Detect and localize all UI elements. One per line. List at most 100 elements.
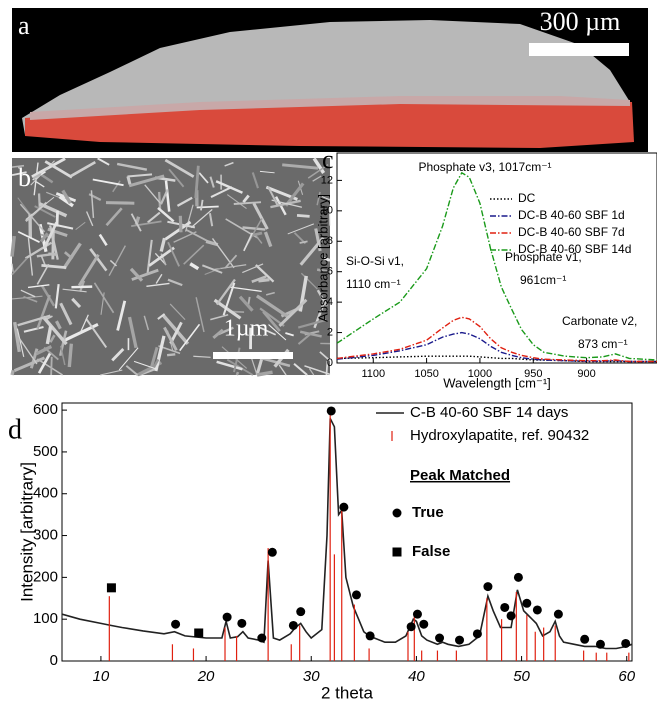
texture	[46, 191, 60, 198]
texture	[200, 199, 204, 211]
texture	[49, 334, 56, 343]
texture	[19, 203, 46, 233]
peak-marker	[339, 502, 349, 512]
texture	[31, 157, 66, 178]
texture	[62, 288, 87, 293]
annotation: Si-O-Si v1,	[346, 254, 404, 268]
texture	[189, 262, 200, 271]
texture	[45, 325, 53, 345]
texture	[233, 201, 262, 205]
y-tick-label: 100	[33, 610, 58, 627]
texture	[67, 343, 74, 368]
texture	[105, 201, 135, 205]
texture	[299, 236, 325, 266]
texture	[39, 232, 49, 243]
texture	[93, 282, 115, 314]
texture	[41, 315, 68, 346]
annotation: Phosphate v1,	[505, 250, 582, 264]
legend-label: DC	[518, 191, 536, 205]
legend-label: DC-B 40-60 SBF 14d	[518, 242, 631, 256]
texture	[89, 247, 108, 272]
texture	[284, 182, 305, 207]
y-tick-label: 10	[321, 205, 333, 217]
peak-marker	[419, 619, 429, 629]
texture	[190, 208, 213, 229]
texture	[11, 171, 27, 177]
texture	[263, 231, 273, 248]
texture	[127, 316, 138, 349]
texture	[85, 211, 94, 227]
texture	[252, 202, 269, 230]
peak-marker	[237, 618, 247, 628]
texture	[109, 259, 118, 267]
texture	[129, 267, 144, 282]
texture	[268, 324, 287, 341]
texture	[92, 178, 124, 187]
texture	[183, 244, 205, 265]
y-tick-label: 600	[33, 401, 58, 418]
texture	[61, 189, 72, 205]
texture	[42, 221, 58, 250]
texture	[216, 360, 243, 371]
texture	[169, 303, 186, 321]
legend-label: Hydroxylapatite, ref. 90432	[410, 427, 589, 444]
annotation: 1110 cm⁻¹	[346, 277, 401, 291]
texture	[215, 278, 236, 306]
texture	[23, 326, 44, 333]
texture	[255, 356, 264, 376]
peak-marker	[171, 619, 181, 629]
peak-marker	[326, 406, 336, 416]
legend-label: False	[412, 543, 450, 560]
texture	[256, 370, 273, 377]
x-tick-label: 60	[618, 668, 635, 685]
legend-title: Peak Matched	[410, 467, 510, 484]
texture	[193, 355, 211, 358]
y-tick-label: 0	[50, 652, 58, 669]
texture	[224, 254, 238, 269]
texture	[195, 297, 205, 333]
texture	[148, 246, 175, 267]
texture	[36, 263, 50, 285]
texture	[149, 346, 159, 369]
texture	[27, 284, 50, 289]
texture	[255, 264, 275, 283]
texture	[312, 157, 326, 174]
texture	[34, 205, 56, 218]
texture	[47, 222, 74, 230]
texture	[130, 213, 142, 232]
peak-marker	[412, 609, 422, 619]
texture	[79, 314, 89, 334]
texture	[71, 285, 93, 289]
peak-marker	[553, 609, 563, 619]
texture	[131, 220, 162, 228]
texture	[163, 326, 178, 351]
texture	[36, 253, 51, 258]
texture	[168, 168, 185, 188]
texture	[314, 228, 322, 252]
texture	[127, 173, 153, 178]
texture	[10, 369, 15, 376]
texture	[285, 332, 294, 337]
peak-marker	[472, 629, 482, 639]
peak-marker	[435, 633, 445, 643]
peak-marker	[506, 611, 516, 621]
x-axis-label: 2 theta	[321, 683, 374, 702]
y-axis-label: Absorbance [arbitrary]	[315, 194, 330, 322]
texture	[10, 235, 16, 257]
texture	[37, 193, 41, 209]
peak-marker	[267, 547, 277, 557]
texture	[59, 345, 66, 366]
panel-label: a	[18, 11, 30, 40]
texture	[308, 368, 315, 376]
texture	[11, 263, 14, 272]
texture	[243, 232, 254, 252]
peak-marker	[257, 633, 267, 643]
texture	[164, 180, 171, 212]
texture	[54, 284, 60, 309]
texture	[146, 282, 170, 288]
texture	[258, 278, 270, 283]
annotation: 873 cm⁻¹	[578, 337, 628, 351]
peak-marker	[106, 583, 116, 593]
texture	[176, 196, 193, 207]
